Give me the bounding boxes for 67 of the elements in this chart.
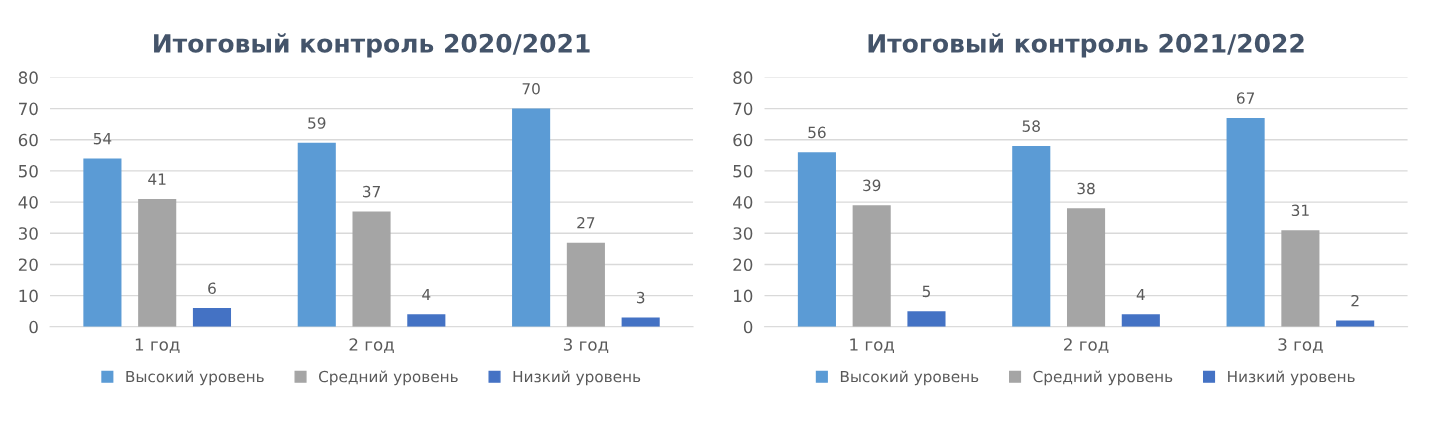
x-tick-label: 1 год bbox=[135, 338, 180, 353]
data-label: 38 bbox=[1077, 182, 1095, 195]
data-label: 54 bbox=[93, 133, 112, 145]
y-tick-label: 30 bbox=[733, 227, 753, 240]
data-label: 41 bbox=[148, 173, 166, 185]
bar bbox=[407, 314, 446, 327]
y-tick-label: 60 bbox=[733, 133, 753, 147]
data-label: 4 bbox=[1136, 288, 1145, 301]
y-tick-label: 50 bbox=[18, 164, 38, 178]
y-tick-label: 60 bbox=[18, 133, 38, 147]
data-label: 3 bbox=[636, 291, 645, 304]
y-tick-label: 50 bbox=[733, 164, 753, 178]
legend-label: Средний уровень bbox=[318, 370, 458, 386]
data-label: 4 bbox=[422, 288, 431, 301]
legend-label: Высокий уровень bbox=[840, 370, 979, 386]
data-label: 2 bbox=[1351, 294, 1359, 307]
y-tick-label: 20 bbox=[733, 258, 753, 272]
x-tick-label: 2 год bbox=[1064, 338, 1109, 353]
data-label: 37 bbox=[362, 185, 380, 198]
y-tick-label: 30 bbox=[18, 227, 38, 240]
y-tick-label: 0 bbox=[743, 320, 753, 334]
x-tick-label: 3 год bbox=[563, 338, 609, 353]
bar bbox=[1012, 145, 1051, 327]
data-label: 6 bbox=[208, 282, 216, 295]
legend-label: Высокий уровень bbox=[126, 370, 264, 386]
bar bbox=[1226, 117, 1265, 327]
bar bbox=[621, 317, 660, 327]
legend-label: Низкий уровень bbox=[513, 370, 641, 386]
bar bbox=[297, 142, 336, 327]
legend-label: Средний уровень bbox=[1033, 370, 1173, 386]
data-label: 31 bbox=[1291, 204, 1309, 217]
legend-label: Низкий уровень bbox=[1228, 370, 1355, 386]
data-label: 5 bbox=[922, 285, 930, 298]
bar bbox=[1281, 230, 1320, 327]
chart-title: Итоговый контроль 2020/2021 bbox=[154, 33, 590, 58]
y-tick-label: 40 bbox=[733, 196, 753, 209]
bar bbox=[852, 205, 891, 327]
data-label: 59 bbox=[308, 117, 326, 129]
bar bbox=[83, 158, 122, 327]
y-tick-label: 80 bbox=[733, 71, 753, 84]
y-tick-label: 10 bbox=[19, 289, 38, 303]
data-label: 70 bbox=[522, 82, 540, 95]
y-tick-label: 10 bbox=[734, 289, 753, 303]
bar bbox=[1121, 314, 1160, 327]
bar bbox=[512, 108, 551, 327]
y-tick-label: 70 bbox=[19, 102, 38, 116]
data-label: 27 bbox=[577, 217, 595, 229]
bar bbox=[192, 308, 232, 327]
y-tick-label: 70 bbox=[733, 102, 753, 116]
bar bbox=[138, 198, 177, 327]
x-tick-label: 1 год bbox=[850, 338, 895, 353]
y-tick-label: 80 bbox=[18, 71, 38, 84]
bar bbox=[907, 311, 946, 327]
x-tick-label: 3 год bbox=[1278, 338, 1323, 353]
data-label: 39 bbox=[863, 179, 881, 192]
chart-title: Итоговый контроль 2021/2022 bbox=[868, 33, 1304, 58]
bar bbox=[352, 211, 391, 327]
y-tick-label: 40 bbox=[18, 196, 38, 209]
y-tick-label: 20 bbox=[18, 258, 38, 272]
bar bbox=[1066, 208, 1106, 327]
data-label: 58 bbox=[1022, 120, 1040, 132]
bar bbox=[566, 242, 605, 327]
data-label: 56 bbox=[808, 126, 826, 139]
x-tick-label: 2 год bbox=[349, 338, 394, 353]
bar bbox=[797, 152, 836, 327]
y-tick-label: 0 bbox=[29, 320, 38, 334]
data-label: 67 bbox=[1236, 92, 1255, 104]
